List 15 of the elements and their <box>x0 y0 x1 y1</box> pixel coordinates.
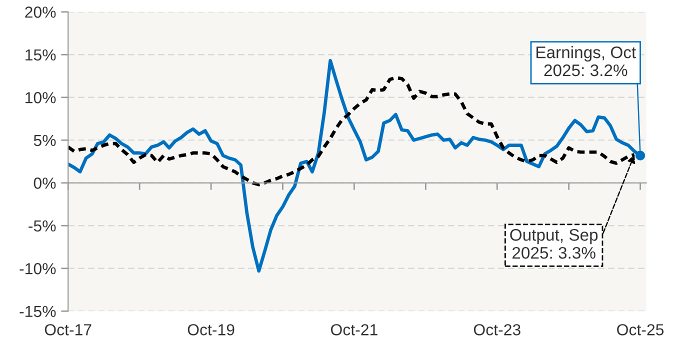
x-tick-label: Oct-19 <box>188 324 234 336</box>
y-tick-label: -10% <box>20 263 56 274</box>
y-tick-label: 10% <box>26 92 56 104</box>
x-tick-label: Oct-21 <box>330 324 378 336</box>
annotation: Output, Sep 2025: 3.3% <box>510 229 598 259</box>
y-tick-label: -5% <box>28 220 56 232</box>
x-tick-label: Oct-25 <box>617 324 664 336</box>
y-tick-label: 20% <box>25 6 56 18</box>
x-tick-label: Oct-23 <box>474 324 520 336</box>
y-tick-label: 15% <box>26 49 56 61</box>
annotation: Earnings, Oct 2025: 3.2% <box>536 46 636 76</box>
x-tick-label: Oct-17 <box>44 324 92 336</box>
y-tick-label: 5% <box>34 134 56 146</box>
y-tick-label: -15% <box>20 306 56 318</box>
y-tick-label: 0% <box>34 178 56 189</box>
